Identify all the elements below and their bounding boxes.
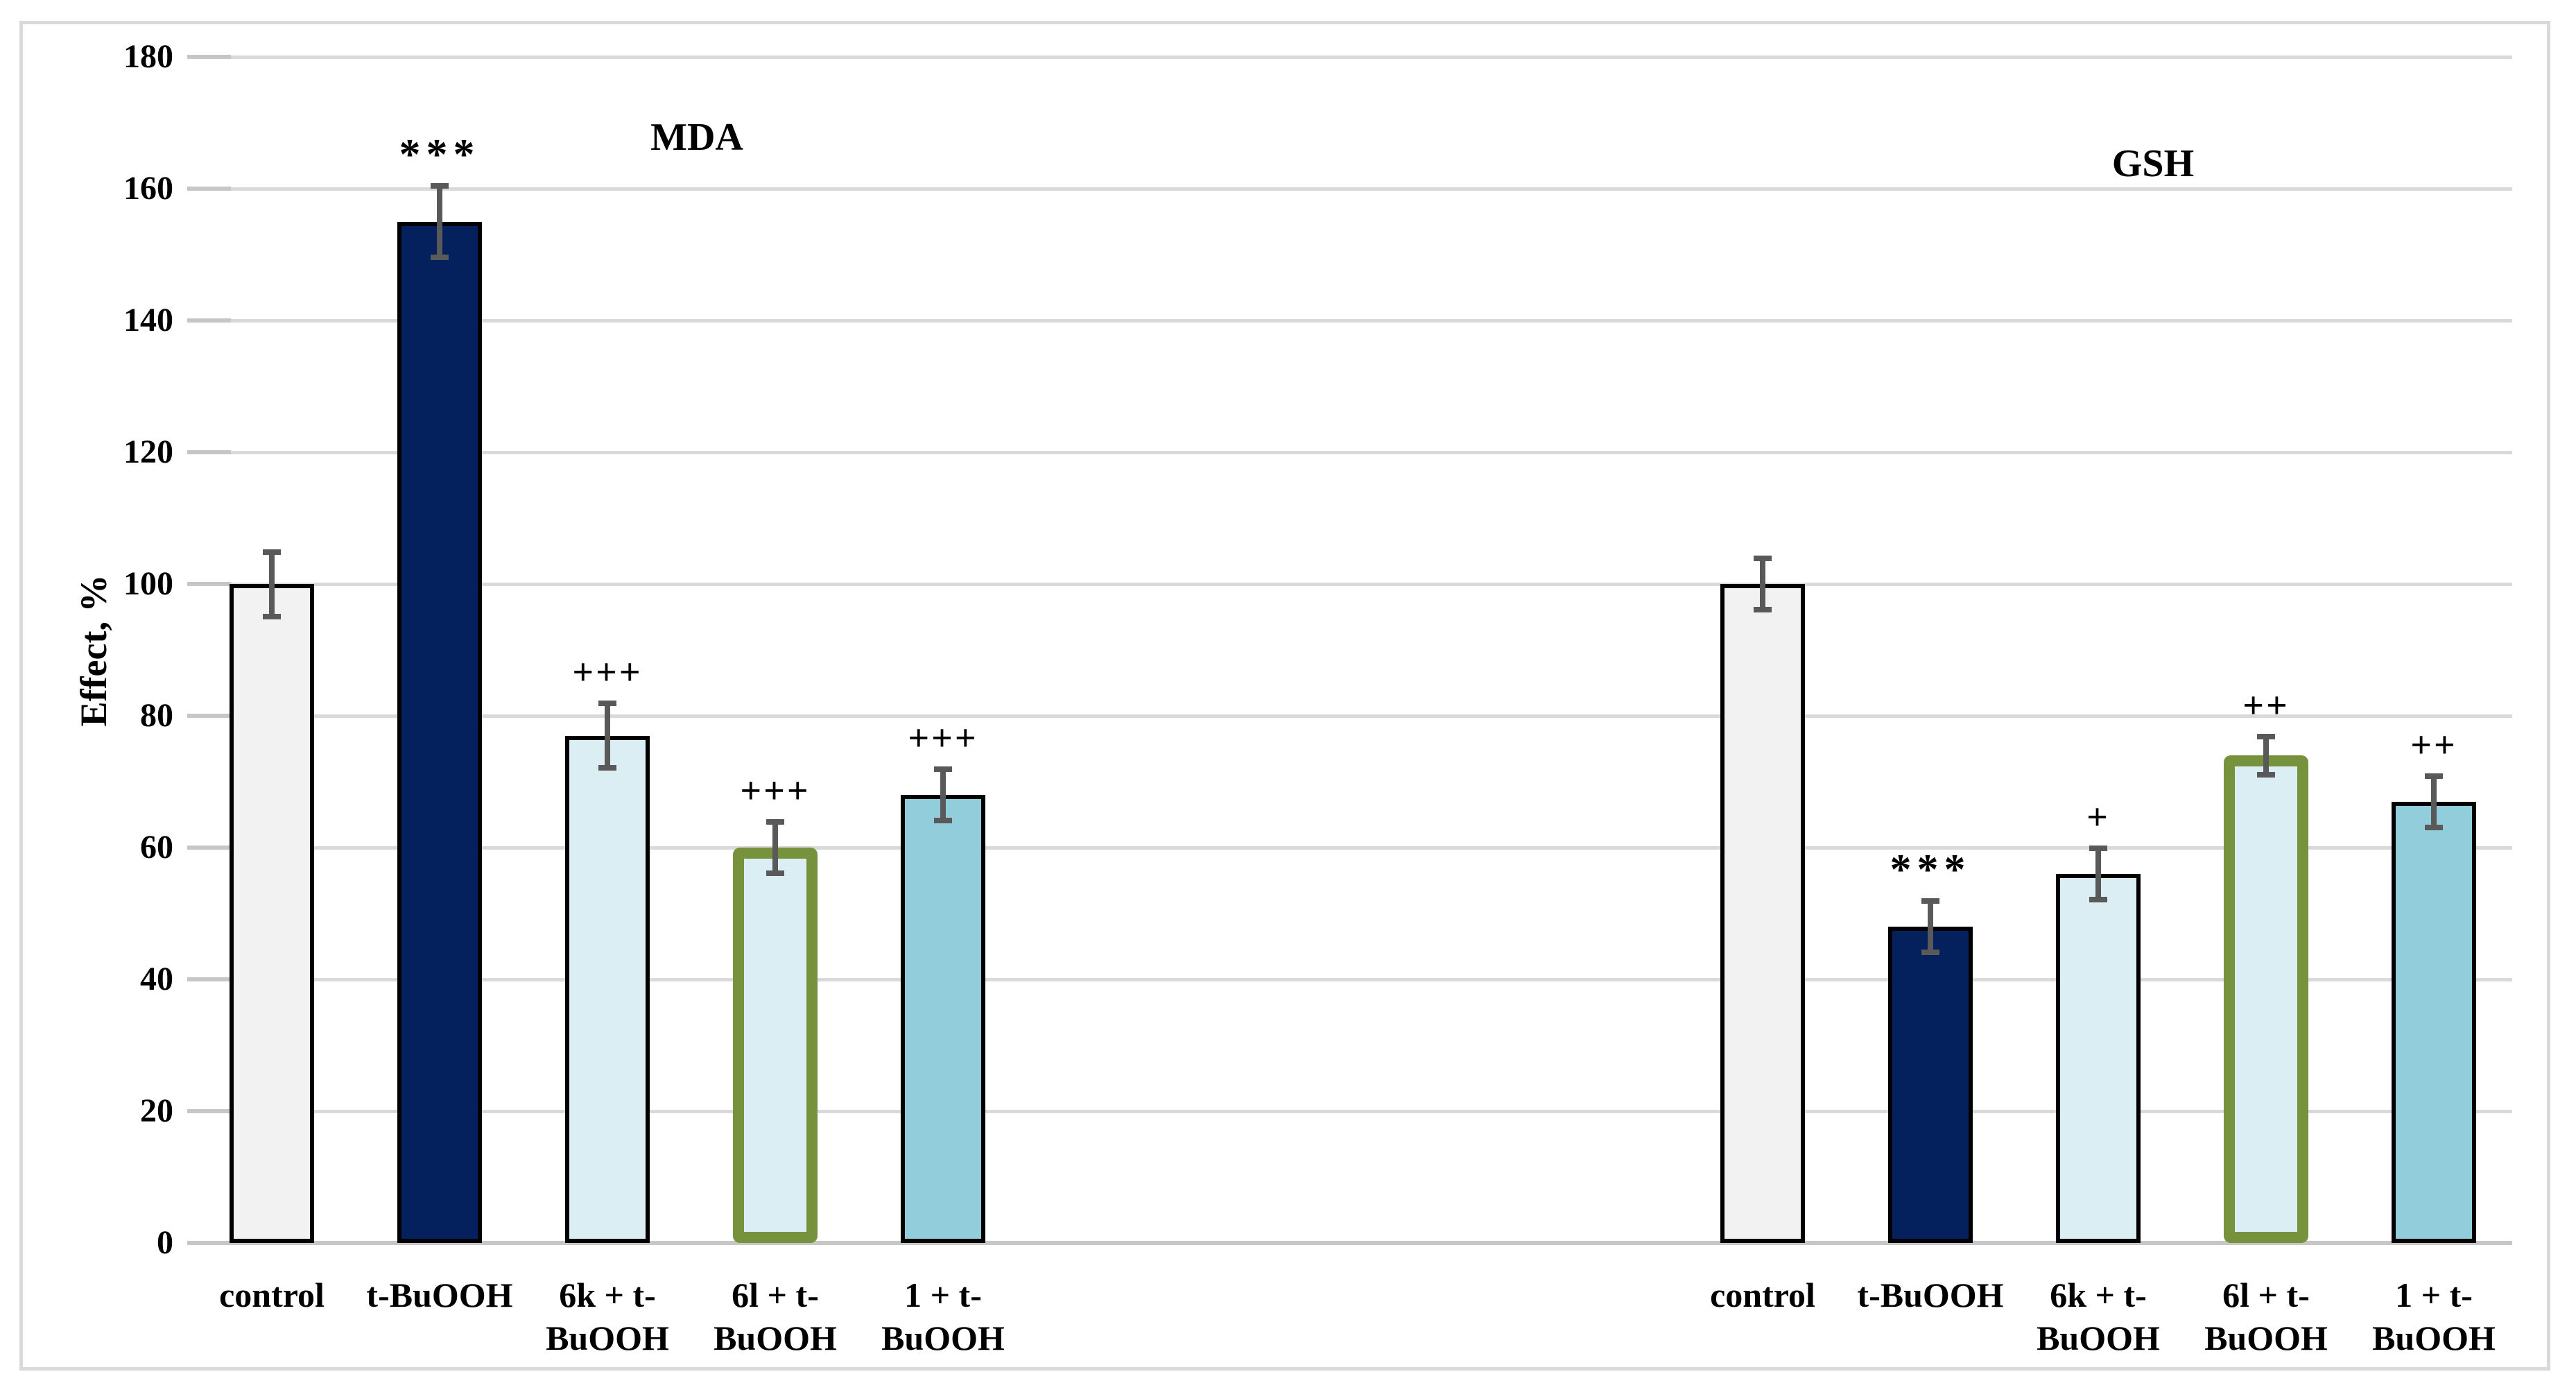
y-tick-label-20: 20 [140, 1092, 173, 1129]
bar-gsh-2 [2056, 874, 2141, 1243]
error-cap-bottom-mda-0 [263, 613, 281, 619]
error-cap-bottom-gsh-0 [1754, 607, 1772, 612]
significance-gsh-4: ++ [2410, 723, 2457, 766]
bar-gsh-4 [2392, 801, 2476, 1243]
error-cap-top-mda-2 [598, 701, 616, 706]
significance-mda-3: +++ [740, 770, 811, 812]
category-label-mda-0: control [219, 1276, 325, 1314]
gridline-100 [229, 583, 2512, 586]
category-label-gsh-3: 6l + t- BuOOH [2204, 1276, 2328, 1357]
error-bar-gsh-0 [1760, 558, 1765, 610]
significance-gsh-2: + [2086, 796, 2110, 838]
significance-mda-4: +++ [908, 717, 978, 759]
x-axis-line [187, 1241, 2512, 1245]
y-tick-20 [187, 1109, 231, 1113]
category-label-gsh-1: t-BuOOH [1857, 1276, 2004, 1314]
bar-gsh-3 [2224, 755, 2308, 1243]
y-tick-label-40: 40 [140, 961, 173, 997]
error-bar-gsh-2 [2095, 848, 2101, 900]
y-tick-140 [187, 318, 231, 323]
error-cap-bottom-gsh-4 [2425, 824, 2443, 830]
significance-gsh-1: *** [1890, 846, 1971, 893]
significance-mda-2: +++ [572, 651, 643, 693]
error-cap-top-mda-1 [431, 183, 449, 189]
error-cap-bottom-mda-3 [766, 870, 784, 876]
category-label-mda-2: 6k + t- BuOOH [546, 1276, 669, 1357]
error-bar-mda-4 [940, 769, 946, 821]
gridline-20 [229, 1110, 2512, 1113]
bar-mda-1 [397, 221, 482, 1243]
bar-mda-3 [733, 848, 818, 1243]
category-label-mda-4: 1 + t- BuOOH [881, 1276, 1005, 1357]
gridline-160 [229, 187, 2512, 191]
error-bar-mda-0 [269, 551, 275, 617]
gridline-140 [229, 319, 2512, 323]
gridline-40 [229, 978, 2512, 981]
y-tick-160 [187, 187, 231, 191]
y-tick-40 [187, 977, 231, 981]
y-tick-80 [187, 714, 231, 718]
y-tick-label-0: 0 [157, 1224, 173, 1261]
y-tick-100 [187, 582, 231, 586]
error-cap-top-gsh-1 [1921, 898, 1939, 904]
error-cap-bottom-mda-4 [934, 818, 952, 823]
error-bar-gsh-3 [2263, 735, 2269, 775]
gridline-80 [229, 714, 2512, 718]
y-tick-label-60: 60 [140, 829, 173, 866]
y-tick-label-140: 140 [123, 302, 173, 338]
category-label-mda-1: t-BuOOH [366, 1276, 513, 1314]
error-bar-mda-3 [772, 821, 778, 874]
error-cap-top-gsh-3 [2257, 733, 2275, 739]
significance-gsh-3: ++ [2242, 684, 2290, 726]
bar-mda-4 [901, 795, 985, 1243]
error-cap-bottom-gsh-2 [2089, 897, 2107, 902]
error-cap-bottom-mda-2 [598, 765, 616, 771]
group-title-gsh: GSH [2111, 142, 2195, 185]
error-bar-mda-2 [605, 703, 610, 769]
error-cap-top-mda-0 [263, 549, 281, 555]
y-tick-label-180: 180 [123, 38, 173, 75]
error-cap-top-mda-4 [934, 766, 952, 772]
bar-gsh-1 [1888, 927, 1973, 1243]
y-tick-label-160: 160 [123, 170, 173, 207]
category-label-gsh-4: 1 + t- BuOOH [2372, 1276, 2496, 1357]
bar-gsh-0 [1720, 584, 1805, 1243]
error-cap-bottom-mda-1 [431, 254, 449, 260]
bar-mda-2 [565, 735, 650, 1243]
y-tick-label-80: 80 [140, 697, 173, 734]
error-cap-bottom-gsh-1 [1921, 950, 1939, 955]
error-bar-gsh-1 [1928, 900, 1933, 953]
y-tick-120 [187, 450, 231, 454]
y-tick-label-120: 120 [123, 434, 173, 470]
error-cap-top-gsh-4 [2425, 773, 2443, 779]
y-tick-60 [187, 846, 231, 850]
category-label-gsh-2: 6k + t- BuOOH [2037, 1276, 2160, 1357]
y-tick-label-100: 100 [123, 565, 173, 602]
gridline-60 [229, 846, 2512, 850]
significance-mda-1: *** [399, 131, 481, 179]
gridline-120 [229, 451, 2512, 454]
y-tick-180 [187, 55, 231, 59]
error-cap-top-gsh-2 [2089, 846, 2107, 851]
category-label-gsh-0: control [1710, 1276, 1815, 1314]
error-bar-gsh-4 [2431, 775, 2437, 828]
error-bar-mda-1 [437, 185, 442, 258]
error-cap-top-mda-3 [766, 819, 784, 825]
group-title-mda: MDA [650, 116, 743, 159]
error-cap-bottom-gsh-3 [2257, 771, 2275, 778]
gridline-180 [229, 55, 2512, 59]
category-label-mda-3: 6l + t- BuOOH [714, 1276, 837, 1357]
bar-mda-0 [230, 584, 314, 1243]
error-cap-top-gsh-0 [1754, 556, 1772, 561]
